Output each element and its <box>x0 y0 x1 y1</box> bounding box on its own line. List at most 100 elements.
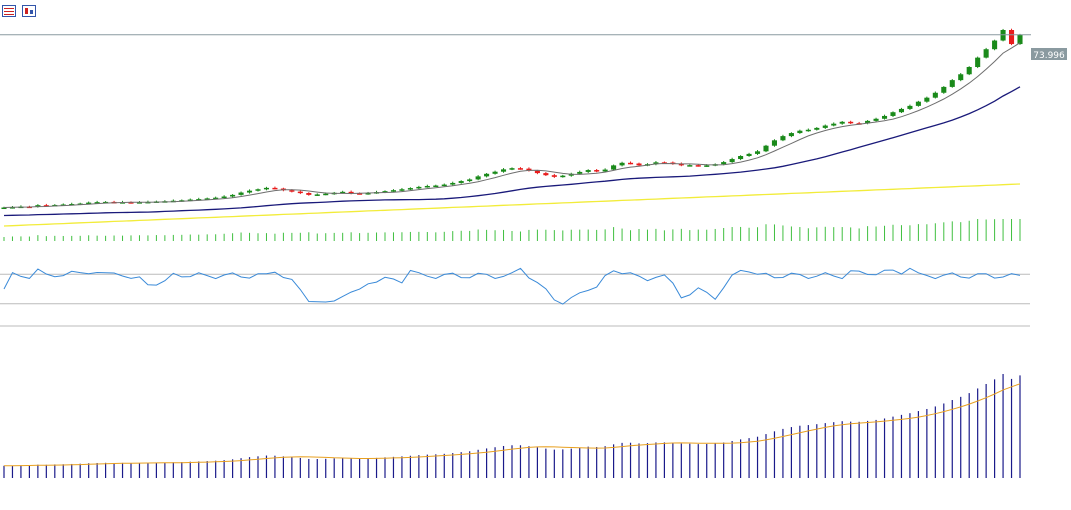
ma-slow-line <box>3 183 1021 227</box>
candle-body <box>306 193 312 195</box>
candle-body <box>704 165 710 167</box>
candle-body <box>619 162 625 166</box>
candle-body <box>873 118 879 121</box>
chart-properties-icon[interactable] <box>22 5 36 17</box>
candle-body <box>746 153 752 157</box>
candle-body <box>323 193 329 196</box>
candle-body <box>424 185 430 188</box>
candle-body <box>966 67 972 75</box>
candle-body <box>9 207 16 209</box>
candle-body <box>568 173 574 176</box>
candle-body <box>407 188 413 190</box>
candle-body <box>94 202 100 204</box>
moving-averages <box>3 42 1021 227</box>
candle-body <box>898 108 905 113</box>
candle-body <box>348 191 354 194</box>
candle-body <box>458 181 464 183</box>
candle-body <box>695 165 701 167</box>
candle-body <box>187 199 193 202</box>
price-tag <box>1031 48 1067 60</box>
candle-body <box>416 186 422 189</box>
candle-body <box>365 193 371 195</box>
candle-body <box>230 194 236 197</box>
candle-body <box>551 175 557 177</box>
candle-body <box>246 190 253 193</box>
volume-panel <box>3 219 1021 241</box>
candle-body <box>627 162 634 165</box>
ma-mid-line <box>3 86 1021 217</box>
candle-body <box>780 136 786 141</box>
candle-body <box>754 151 761 154</box>
candle-body <box>314 194 320 196</box>
candle-body <box>526 168 532 171</box>
candle-body <box>839 121 845 124</box>
ma-fast-line <box>3 42 1021 208</box>
candle-body <box>636 163 642 166</box>
signal-line <box>3 383 1021 467</box>
candle-body <box>577 171 583 174</box>
candle-body <box>907 105 913 109</box>
candle-body <box>763 145 769 152</box>
candle-body <box>1017 34 1023 45</box>
candle-body <box>340 191 346 194</box>
rsi-line <box>3 267 1021 305</box>
candle-body <box>805 129 811 132</box>
candle-body <box>983 49 989 58</box>
candle-body <box>924 97 930 102</box>
candle-body <box>35 205 41 207</box>
candle-body <box>289 190 295 192</box>
candle-body <box>865 120 871 124</box>
candle-body <box>272 187 278 190</box>
candle-body <box>196 199 202 201</box>
candle-body <box>831 123 837 126</box>
candle-body <box>255 189 261 191</box>
candle-body <box>814 127 820 130</box>
candle-body <box>43 205 49 207</box>
candle-body <box>958 74 964 81</box>
candle-body <box>492 171 498 174</box>
candle-body <box>975 57 981 68</box>
candle-body <box>771 140 778 146</box>
candle-body <box>382 191 388 193</box>
candle-body <box>941 86 947 93</box>
candle-body <box>1008 30 1015 45</box>
candle-body <box>467 179 473 182</box>
candle-body <box>441 184 447 187</box>
candle-body <box>848 121 854 124</box>
candle-body <box>611 165 617 170</box>
current-price-line: 73.996 <box>0 34 1067 61</box>
candle-body <box>915 101 921 106</box>
candle-body <box>213 197 219 200</box>
candle-body <box>602 169 608 172</box>
candle-body <box>399 189 405 191</box>
candle-body <box>128 202 134 204</box>
candle-body <box>484 173 490 177</box>
candle-body <box>932 92 938 98</box>
price-panel <box>1 28 1023 210</box>
list-view-icon[interactable] <box>2 5 16 17</box>
candle-body <box>797 130 803 134</box>
candle-body <box>560 175 566 178</box>
candle-body <box>729 159 735 163</box>
candle-body <box>678 163 684 166</box>
candle-body <box>86 202 92 205</box>
candle-body <box>822 125 828 128</box>
macd-panel <box>3 374 1021 478</box>
price-label: 73.996 <box>1033 51 1065 61</box>
candle-body <box>992 40 998 50</box>
candle-body <box>263 187 270 190</box>
candle-body <box>1 207 7 210</box>
candle-body <box>890 112 896 116</box>
candle-body <box>738 156 744 160</box>
candle-body <box>594 170 600 172</box>
candle-body <box>788 133 794 137</box>
candle-body <box>475 176 481 180</box>
candle-body <box>433 185 439 188</box>
candle-body <box>721 162 727 165</box>
candle-body <box>517 168 524 170</box>
candle-body <box>221 196 227 199</box>
candle-body <box>357 193 363 195</box>
candle-body <box>543 173 549 176</box>
